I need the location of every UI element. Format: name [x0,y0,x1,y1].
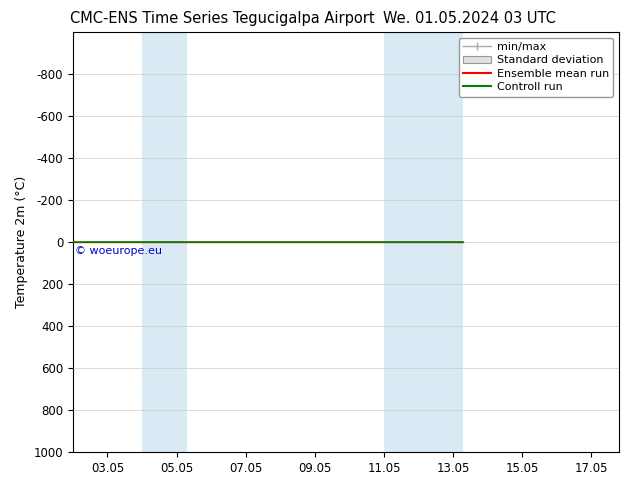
Bar [142,32,187,452]
Text: CMC-ENS Time Series Tegucigalpa Airport: CMC-ENS Time Series Tegucigalpa Airport [70,11,374,26]
Legend: min/max, Standard deviation, Ensemble mean run, Controll run: min/max, Standard deviation, Ensemble me… [459,38,614,97]
Y-axis label: Temperature 2m (°C): Temperature 2m (°C) [15,176,28,308]
Bar [384,32,463,452]
Text: © woeurope.eu: © woeurope.eu [75,246,162,256]
Text: We. 01.05.2024 03 UTC: We. 01.05.2024 03 UTC [383,11,555,26]
